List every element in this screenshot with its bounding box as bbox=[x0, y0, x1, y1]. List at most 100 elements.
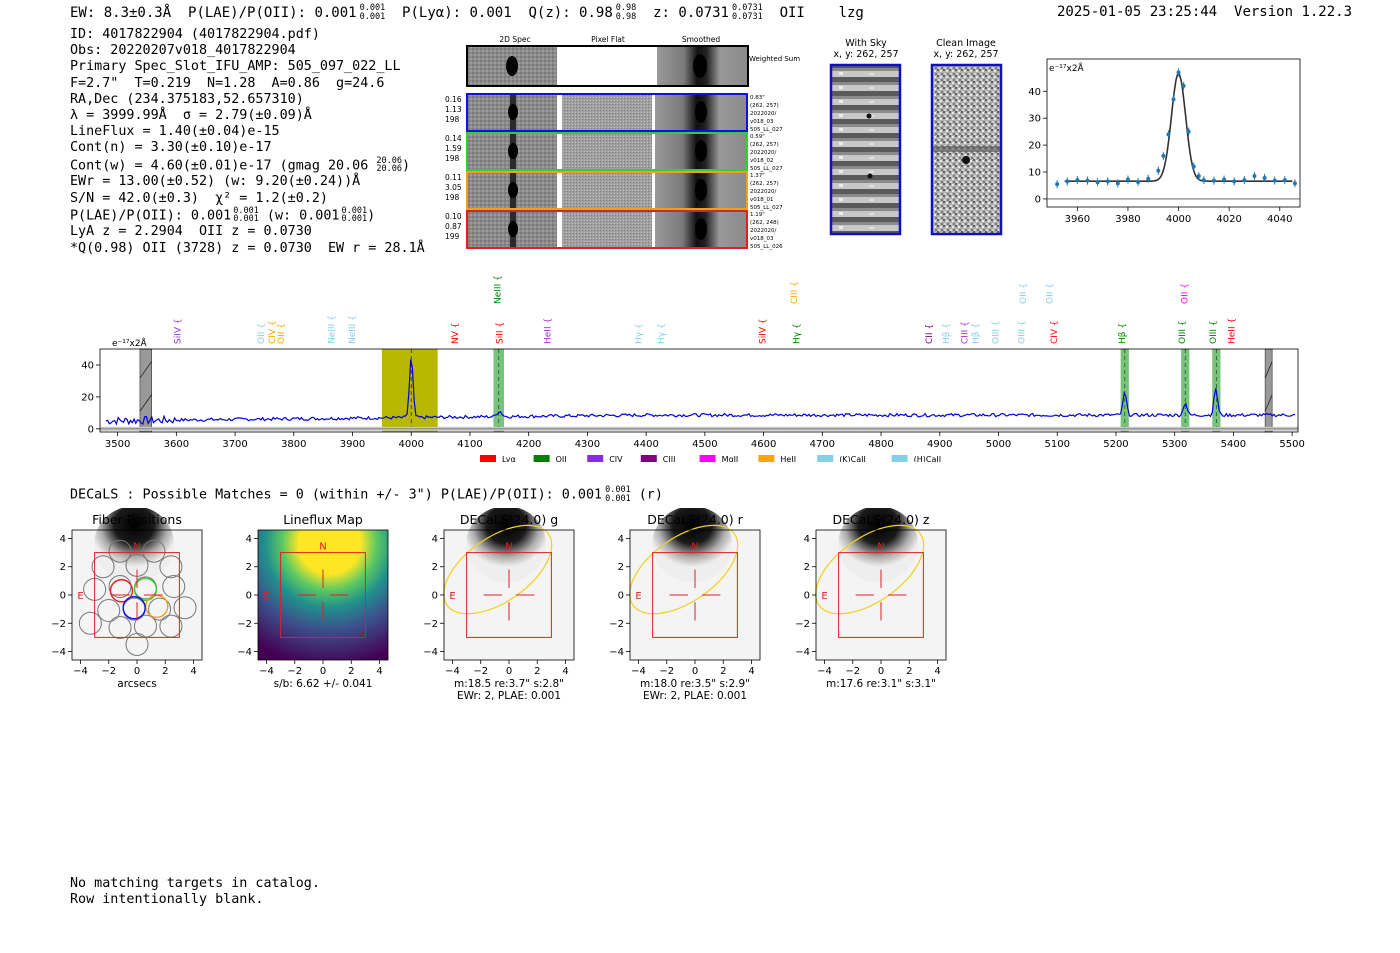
legend-swatch bbox=[817, 455, 834, 462]
with-sky-coords: x, y: 262, 257 bbox=[833, 49, 899, 60]
with-sky-title: With Sky bbox=[845, 38, 887, 49]
panel-xtick-label: 0 bbox=[506, 666, 512, 677]
fit-ytick-label: 0 bbox=[1035, 194, 1041, 205]
catalog-note-line1: No matching targets in catalog. bbox=[70, 876, 320, 891]
spectrum-xtick-label: 4700 bbox=[810, 439, 835, 450]
panel-xtick-label: 2 bbox=[720, 666, 726, 677]
north-label: N bbox=[877, 542, 884, 553]
panel-ytick-label: −2 bbox=[423, 619, 438, 630]
plya-value: P(Lyα): 0.001 bbox=[402, 5, 512, 21]
panel-ytick-label: −4 bbox=[237, 647, 252, 658]
cutout-row-frame bbox=[466, 132, 748, 171]
panel-ytick-label: 2 bbox=[804, 562, 810, 573]
panel-caption: m:18.0 re:3.5" s:2.9" bbox=[640, 678, 750, 690]
line-id-label: NeIII { bbox=[348, 315, 358, 344]
spectrum-xtick-label: 4200 bbox=[516, 439, 541, 450]
panel-xtick-label: −2 bbox=[659, 666, 674, 677]
fiber-circle bbox=[78, 611, 102, 635]
plae-a-lo: 0.001 bbox=[233, 214, 259, 225]
cutout-pixel-flat bbox=[562, 172, 652, 209]
legend-label: (K)CaII bbox=[839, 455, 866, 462]
panel-xtick-label: −2 bbox=[287, 666, 302, 677]
panel-ytick-label: −4 bbox=[795, 647, 810, 658]
fit-ytick-label: 30 bbox=[1028, 114, 1041, 125]
line-id-label: CIV { bbox=[268, 320, 278, 344]
fit-plot-area bbox=[1046, 58, 1301, 208]
panel-ytick-label: −2 bbox=[51, 619, 66, 630]
spectrum-ytick-label: 20 bbox=[81, 392, 94, 403]
panel-ytick-label: 0 bbox=[432, 591, 438, 602]
north-label: N bbox=[133, 542, 140, 553]
fit-data-point bbox=[1176, 70, 1181, 75]
panel-ytick-label: 2 bbox=[60, 562, 66, 573]
cutout-right-label: 2022020/ bbox=[750, 228, 776, 234]
plae-ratio: P(LAE)/P(OII): 0.001 bbox=[188, 5, 357, 21]
with-sky-image bbox=[832, 65, 900, 234]
legend-label: CIII bbox=[663, 455, 676, 462]
cutout-row-frame bbox=[466, 171, 748, 210]
fit-data-point bbox=[1262, 175, 1267, 180]
fiber-circle bbox=[148, 597, 172, 621]
fit-data-point bbox=[1125, 177, 1130, 182]
line-id-label: NV { bbox=[451, 323, 461, 344]
fit-ytick-label: 40 bbox=[1028, 87, 1041, 98]
fiber-circle bbox=[162, 575, 186, 599]
cutout-right-label: 505_LL_027 bbox=[750, 166, 783, 172]
cutout-left-label: 198 bbox=[445, 154, 460, 163]
legend-swatch bbox=[587, 455, 604, 462]
spectrum-xtick-label: 5500 bbox=[1279, 439, 1304, 450]
panel-caption-2: EWr: 2, PLAE: 0.001 bbox=[643, 690, 747, 702]
panel-ytick-label: 4 bbox=[432, 534, 438, 545]
cutout-right-label: 1.19" bbox=[750, 212, 765, 218]
cutout-right-label: 1.37" bbox=[750, 173, 765, 179]
fit-ylabel: e⁻¹⁷x2Å bbox=[1049, 62, 1085, 74]
fit-data-point bbox=[1166, 132, 1171, 137]
timestamp-version: 2025-01-05 23:25:44 Version 1.22.3 bbox=[1057, 4, 1352, 20]
sky-images bbox=[829, 63, 1003, 236]
panel-title: DECaLS(24.0) g bbox=[460, 512, 558, 527]
spectrum-xtick-label: 4900 bbox=[927, 439, 952, 450]
cutout-left-label: 0.16 bbox=[445, 95, 462, 104]
cutout-right-label: 505_LL_027 bbox=[750, 127, 783, 133]
z-value: z: 0.0731 bbox=[653, 5, 729, 21]
fiber-red bbox=[109, 579, 134, 603]
info-sn: S/N = 42.0(±0.3) χ² = 1.2(±0.2) bbox=[70, 190, 328, 206]
spectrum-xtick-label: 5200 bbox=[1103, 439, 1128, 450]
fiber-circle bbox=[108, 616, 132, 639]
panel-xtick-label: 4 bbox=[376, 666, 382, 677]
cutout-right-label: (262, 257) bbox=[750, 142, 779, 148]
masked-hatch bbox=[139, 394, 153, 412]
with-sky-header: With Sky x, y: 262, 257 bbox=[830, 38, 902, 60]
fit-data-point bbox=[1105, 179, 1110, 184]
galaxy-ellipse bbox=[443, 524, 553, 615]
fit-data-point bbox=[1075, 178, 1080, 183]
info-lya: LyA z = 2.2904 OII z = 0.0730 bbox=[70, 224, 312, 240]
line-id-label: OII { bbox=[257, 323, 267, 344]
version: Version 1.22.3 bbox=[1234, 4, 1353, 20]
east-label: E bbox=[449, 591, 455, 602]
panel-xtick-label: −4 bbox=[73, 666, 88, 677]
flag: lzg bbox=[838, 5, 864, 21]
line-id-label: OIII { bbox=[1178, 320, 1188, 344]
spectrum-xtick-label: 5300 bbox=[1162, 439, 1187, 450]
image-panel: N E −4 −4 −2 −2 0 0 2 2 4 4 DECaLS(24.0) z m:17.6 re:… bbox=[795, 508, 947, 690]
cutout-left-label: 198 bbox=[445, 193, 460, 202]
line-id-label: Hβ { bbox=[972, 323, 982, 344]
line-id-label: HeII { bbox=[543, 318, 553, 344]
east-label: E bbox=[635, 591, 641, 602]
cutout-pixel-flat bbox=[562, 211, 652, 248]
fit-data-point bbox=[1055, 182, 1060, 187]
header-pixel-flat: Pixel Flat bbox=[591, 35, 625, 44]
info-lambda: λ = 3999.99Å σ = 2.79(±0.09)Å bbox=[70, 108, 312, 124]
panel-xtick-label: 0 bbox=[134, 666, 140, 677]
panel-ytick-label: −4 bbox=[51, 647, 66, 658]
panel-xtick-label: −2 bbox=[101, 666, 116, 677]
z-hi: 0.0731 bbox=[731, 3, 763, 13]
clean-image-header: Clean Image x, y: 262, 257 bbox=[928, 38, 1004, 60]
cutout-left-label: 0.14 bbox=[445, 134, 462, 143]
panel-xtick-label: −4 bbox=[259, 666, 274, 677]
line-id-label: OIII { bbox=[992, 320, 1002, 344]
spectrum-xtick-label: 5400 bbox=[1221, 439, 1246, 450]
weighted-sum-row: Weighted Sum bbox=[466, 45, 800, 87]
panel-xtick-label: 4 bbox=[748, 666, 754, 677]
